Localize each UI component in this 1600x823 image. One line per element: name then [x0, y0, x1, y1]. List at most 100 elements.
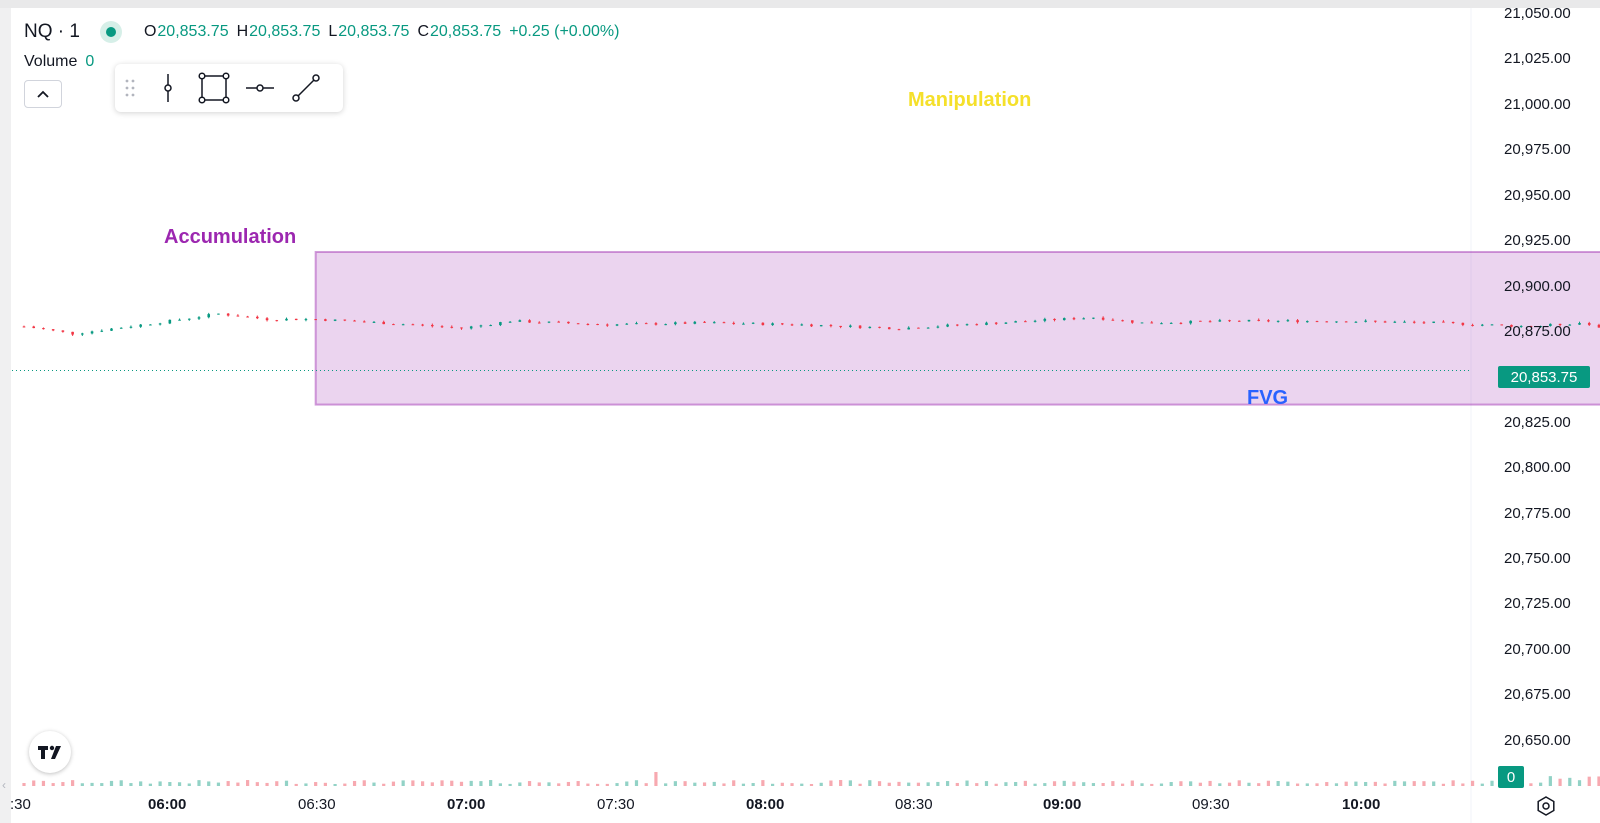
volume-bar: [22, 783, 26, 786]
price-axis-label: 20,650.00: [1504, 731, 1571, 749]
candle-body: [460, 327, 463, 329]
candle-body: [994, 322, 998, 324]
accumulation-label[interactable]: Accumulation: [164, 226, 297, 248]
volume-bar: [1480, 783, 1484, 786]
candle-body: [1558, 323, 1562, 326]
candle-body: [557, 321, 561, 323]
volume-bar: [1208, 780, 1212, 786]
volume-bar: [1539, 782, 1543, 786]
candle-body: [887, 327, 891, 330]
volume-bar: [955, 782, 959, 786]
volume-bar: [751, 783, 755, 786]
volume-bar: [673, 781, 677, 786]
volume-bar: [664, 783, 668, 786]
candle-body: [1033, 320, 1037, 322]
volume-bar: [207, 781, 211, 786]
price-axis-label: 21,050.00: [1504, 5, 1571, 22]
volume-bar: [382, 783, 386, 786]
candle-body: [781, 323, 784, 325]
rectangle-tool[interactable]: [191, 68, 237, 108]
tradingview-logo-icon[interactable]: [29, 731, 71, 773]
volume-bar: [1266, 780, 1271, 786]
candle-body: [256, 316, 259, 319]
time-axis-label: 07:30: [597, 796, 635, 813]
volume-bar: [936, 781, 940, 786]
candle-body: [703, 321, 706, 323]
candle-body: [761, 322, 765, 326]
volume-bar: [1461, 783, 1465, 786]
candle-body: [1549, 323, 1552, 327]
candle-body: [139, 324, 142, 327]
candle-body: [1383, 321, 1387, 323]
market-status-icon: [99, 21, 122, 43]
manipulation-label[interactable]: Manipulation: [908, 89, 1032, 111]
volume-bar: [51, 783, 55, 786]
candle-body: [1364, 320, 1367, 322]
candle-body: [304, 319, 308, 321]
candle-body: [32, 326, 36, 329]
time-axis-label: 10:00: [1342, 796, 1381, 813]
volume-bar: [284, 780, 289, 786]
time-axis-label: 08:30: [895, 796, 933, 813]
volume-bar: [1052, 781, 1057, 786]
volume-bar: [304, 783, 308, 786]
candle-body: [226, 313, 230, 316]
candle-body: [479, 325, 483, 327]
candle-body: [1150, 322, 1154, 324]
volume-bar: [119, 780, 123, 786]
candle-body: [518, 320, 522, 322]
volume-bar: [100, 783, 104, 786]
volume-bar: [1344, 781, 1348, 786]
volume-bar: [1451, 780, 1455, 786]
volume-bar: [1558, 778, 1562, 786]
volume-bar: [1548, 776, 1552, 786]
volume-bar: [469, 780, 473, 786]
candle-body: [1199, 320, 1202, 322]
collapse-legend-button[interactable]: [24, 80, 62, 108]
candle-body: [654, 323, 658, 325]
current-price-tag: 20,853.75: [1498, 366, 1590, 388]
volume-bar: [1568, 777, 1572, 786]
fvg-label[interactable]: FVG: [1247, 387, 1289, 409]
volume-label[interactable]: Volume: [24, 53, 78, 70]
horizontal-ray-icon: [246, 84, 274, 92]
candle-body: [1208, 321, 1212, 323]
settings-gear-icon[interactable]: [1535, 795, 1557, 817]
volume-bar: [109, 780, 114, 786]
volume-bar: [1150, 783, 1154, 786]
candle-body: [1014, 321, 1017, 323]
horizontal-ray-tool[interactable]: [237, 68, 283, 108]
volume-bar: [1072, 781, 1076, 786]
candle-body: [1247, 319, 1251, 322]
volume-bar: [897, 781, 901, 786]
volume-bar: [829, 780, 833, 786]
trend-line-tool[interactable]: [283, 68, 329, 108]
high-label: H: [236, 23, 249, 40]
candle-body: [469, 326, 473, 329]
volume-bar: [1169, 782, 1173, 786]
drag-handle-icon[interactable]: [115, 78, 145, 98]
candle-body: [975, 324, 979, 326]
volume-bar: [634, 780, 639, 786]
candle-body: [878, 326, 881, 328]
volume-bar: [1587, 776, 1591, 786]
candle-body: [1500, 324, 1504, 326]
volume-bar: [1179, 781, 1183, 786]
symbol-name[interactable]: NQ · 1: [24, 21, 80, 42]
candle-body: [829, 325, 833, 327]
candle-body: [732, 322, 736, 324]
candle-body: [1412, 321, 1416, 323]
candle-body: [149, 324, 152, 326]
close-label: C: [417, 23, 429, 40]
candle-body: [674, 322, 677, 325]
volume-bar: [1286, 781, 1290, 786]
candle-body: [508, 321, 512, 323]
volume-bar: [71, 780, 75, 786]
candle-body: [1092, 317, 1095, 319]
volume-bar: [858, 783, 862, 786]
vertical-line-tool[interactable]: [145, 68, 191, 108]
scroll-left-icon[interactable]: ‹: [2, 778, 6, 792]
candle-body: [1257, 319, 1260, 321]
volume-bar: [32, 780, 36, 786]
